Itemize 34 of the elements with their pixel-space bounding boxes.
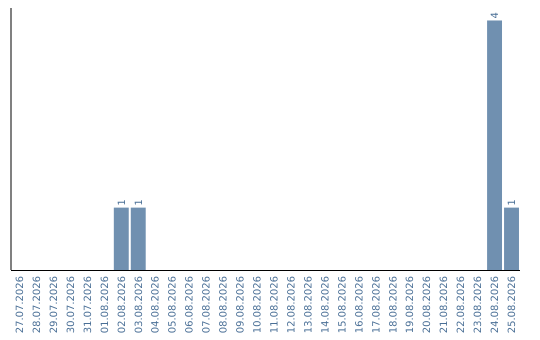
x-tick-label: 30.07.2026 (66, 276, 77, 334)
x-tick-label: 18.08.2026 (388, 276, 400, 334)
data-label: 1 (134, 199, 145, 206)
x-tick-label: 22.08.2026 (456, 276, 468, 334)
x-tick-label: 16.08.2026 (354, 276, 366, 334)
data-label: 1 (507, 199, 518, 206)
x-tick-label: 01.08.2026 (100, 276, 111, 334)
x-tick-label: 17.08.2026 (371, 276, 382, 334)
x-tick-label: 11.08.2026 (269, 276, 280, 334)
x-tick-label: 04.08.2026 (150, 276, 162, 334)
x-tick-label: 20.08.2026 (422, 276, 434, 334)
x-tick-label: 19.08.2026 (405, 276, 416, 334)
x-tick-label: 28.07.2026 (32, 276, 43, 334)
x-tick-label: 03.08.2026 (134, 276, 145, 334)
x-tick-label: 05.08.2026 (168, 276, 179, 334)
x-tick-label: 07.08.2026 (202, 276, 213, 334)
x-tick-label: 24.08.2026 (490, 276, 502, 334)
x-tick-label: 25.08.2026 (507, 276, 518, 334)
x-tick-label: 10.08.2026 (252, 276, 264, 334)
x-tick-label: 31.07.2026 (82, 276, 94, 334)
x-tick-label: 15.08.2026 (337, 276, 348, 334)
x-tick-label: 12.08.2026 (286, 276, 298, 334)
x-tick-label: 06.08.2026 (184, 276, 196, 334)
x-tick-label: 14.08.2026 (320, 276, 332, 334)
x-tick-label: 13.08.2026 (303, 276, 314, 334)
x-tick-label: 27.07.2026 (14, 276, 26, 334)
x-tick-label: 23.08.2026 (473, 276, 484, 334)
x-tick-label: 21.08.2026 (439, 276, 450, 334)
x-tick-label: 29.07.2026 (48, 276, 60, 334)
data-label: 1 (116, 199, 128, 206)
data-label: 4 (490, 12, 502, 18)
x-tick-label: 09.08.2026 (236, 276, 247, 334)
x-tick-label: 02.08.2026 (116, 276, 128, 334)
x-tick-label: 08.08.2026 (218, 276, 230, 334)
